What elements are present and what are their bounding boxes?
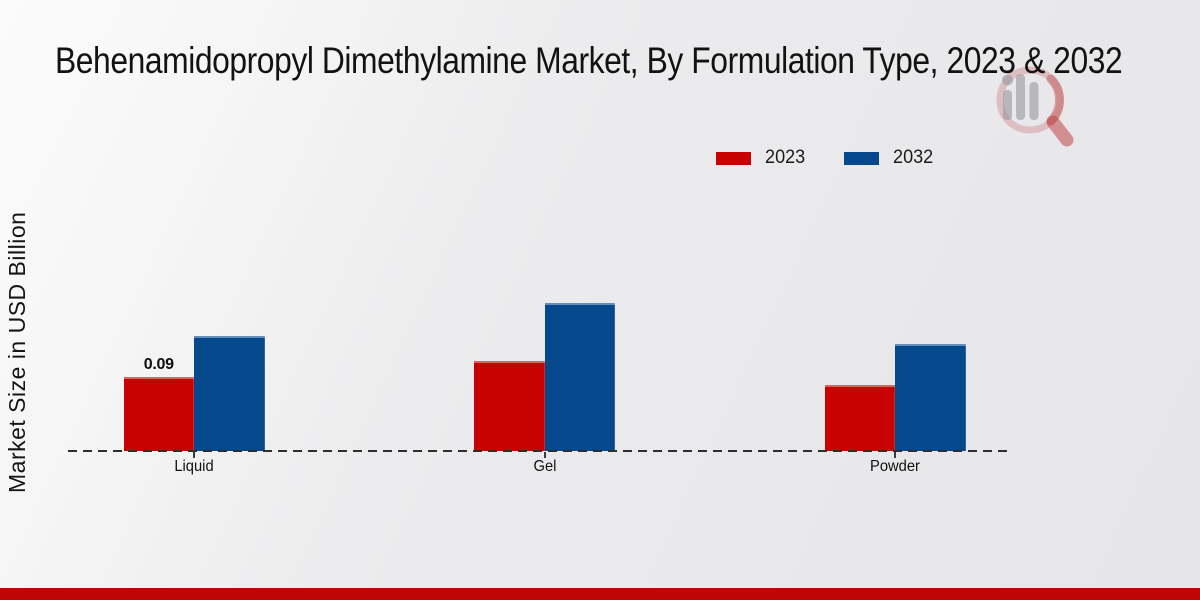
- footer-accent-bar: [0, 588, 1200, 600]
- x-axis-tick: [894, 452, 896, 458]
- legend-label-2023: 2023: [765, 147, 806, 168]
- legend-item-2032: 2032: [844, 147, 934, 169]
- bar-2023-liquid: [123, 377, 194, 451]
- chart-title: Behenamidopropyl Dimethylamine Market, B…: [55, 40, 1123, 81]
- bar-2032-liquid: [194, 336, 265, 451]
- bar-value-label: 0.09: [143, 356, 174, 373]
- category-label-liquid: Liquid: [174, 458, 214, 475]
- bar-2023-gel: [474, 361, 545, 451]
- legend-swatch-2032: [844, 151, 880, 165]
- bar-2023-powder: [824, 385, 895, 451]
- x-axis-baseline: [68, 450, 1007, 452]
- legend: 2023 2032: [716, 147, 935, 169]
- bar-2032-powder: [895, 344, 966, 451]
- category-label-powder: Powder: [870, 458, 920, 475]
- bar-2032-gel: [544, 303, 615, 451]
- category-label-gel: Gel: [533, 458, 556, 475]
- legend-label-2032: 2032: [893, 147, 934, 168]
- x-axis-tick: [543, 452, 546, 458]
- x-axis-tick: [193, 452, 195, 458]
- legend-item-2023: 2023: [716, 147, 806, 169]
- legend-swatch-2023: [716, 151, 751, 165]
- magnifier-bar-chart-logo-icon: [996, 66, 1074, 147]
